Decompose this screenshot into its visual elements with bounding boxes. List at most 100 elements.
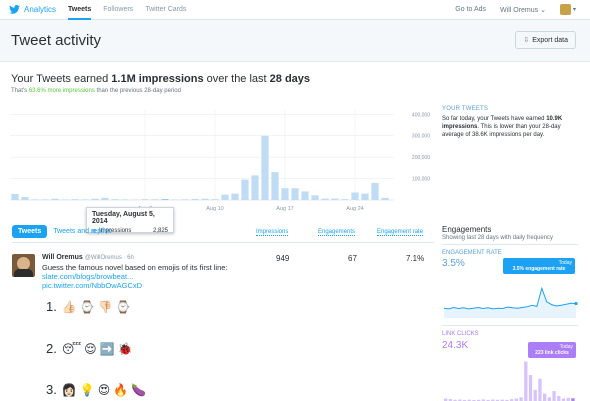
impression-bar[interactable] [361,193,369,200]
link-click-bar[interactable] [467,399,471,401]
sleeping-face-icon: 😴 [61,341,82,356]
go-to-ads-link[interactable]: Go to Ads [455,6,487,13]
tweet-pic-link[interactable]: pic.twitter.com/NbbOwAGCxD [42,281,143,290]
link-click-bar[interactable] [505,399,509,401]
tweet-author-name[interactable]: Will Oremus [42,254,83,261]
metric-divider [442,325,578,326]
link-click-bar[interactable] [462,399,467,401]
impression-bar[interactable] [31,199,39,200]
impression-bar[interactable] [201,198,209,200]
impression-bar[interactable] [61,199,69,200]
link-click-bar[interactable] [571,398,575,401]
impression-bar[interactable] [251,175,259,200]
link-click-bar[interactable] [538,378,542,401]
line-number: 3. [46,382,57,397]
impression-bar[interactable] [281,188,289,200]
impression-bar[interactable] [351,192,359,201]
impression-bar[interactable] [21,197,29,200]
link-click-bar[interactable] [514,398,519,401]
y-tick-label: 300,000 [412,134,430,140]
table-divider [12,242,434,243]
engagement-rate-sparkline[interactable] [442,280,578,320]
analytics-brand[interactable]: Analytics [9,5,56,14]
link-click-bar[interactable] [458,399,462,401]
link-click-bar[interactable] [444,398,448,401]
impression-bar[interactable] [321,198,329,201]
impression-bar[interactable] [311,195,319,200]
link-click-bar[interactable] [495,399,500,401]
tweet-link[interactable]: slate.com/blogs/browbeat... [42,272,134,281]
col-engagements[interactable]: Engagements [318,229,356,236]
impression-bar[interactable] [301,191,309,200]
heart-eyes-icon: 😍 [97,382,111,397]
impression-bar[interactable] [51,198,59,200]
chevron-down-icon[interactable]: ▾ [572,7,576,13]
tab-tweets-and-replies[interactable]: Tweets and replies [53,228,112,235]
tab-twitter-cards[interactable]: Twitter Cards [145,5,187,13]
impression-bar[interactable] [81,199,89,200]
link-click-bar[interactable] [524,361,528,401]
impression-bar[interactable] [111,199,119,200]
impression-bar[interactable] [191,198,199,200]
impression-bar[interactable] [341,199,349,200]
link-click-bar[interactable] [477,399,481,401]
impression-bar[interactable] [291,188,299,200]
link-click-bar[interactable] [481,399,486,401]
impression-bar[interactable] [151,199,159,200]
link-click-bar[interactable] [528,375,533,401]
impression-bar[interactable] [71,199,79,200]
legend-swatch [92,229,96,233]
impression-bar[interactable] [41,199,49,200]
link-clicks-bars[interactable] [442,355,578,401]
brand-label: Analytics [24,5,57,14]
impression-bar[interactable] [181,199,189,200]
emoji-line-2: 2. 😴 😌 ➡️ 🐞 [46,341,136,356]
tab-tweets-filter[interactable]: Tweets [12,225,48,238]
link-click-bar[interactable] [519,397,523,401]
link-click-bar[interactable] [448,399,453,401]
watch-icon: ⌚ [79,299,95,314]
export-data-button[interactable]: ⇩ Export data [515,31,576,49]
tab-followers[interactable]: Followers [103,5,134,13]
link-click-bar[interactable] [552,391,556,401]
your-tweets-suffix: . This is lower than your 28-day average… [442,124,561,138]
link-click-bar[interactable] [500,399,504,401]
col-impressions[interactable]: Impressions [256,229,289,236]
impression-bar[interactable] [211,199,219,200]
impression-bar[interactable] [271,172,279,200]
tweet-avatar[interactable] [12,254,35,277]
link-click-bar[interactable] [547,397,552,401]
user-avatar[interactable] [559,4,571,15]
impression-bar[interactable] [261,135,269,200]
impression-bar[interactable] [91,198,99,200]
impression-bar[interactable] [221,194,229,200]
impression-bar[interactable] [161,199,169,200]
col-engagement-rate[interactable]: Engagement rate [377,229,424,236]
impression-bar[interactable] [11,194,19,200]
impression-bar[interactable] [101,197,109,200]
user-menu[interactable]: Will Oremus ⌄ [500,6,546,14]
impression-bar[interactable] [121,199,129,200]
impression-bar[interactable] [381,197,389,200]
link-click-bar[interactable] [533,389,537,401]
link-click-bar[interactable] [543,393,547,401]
link-click-bar[interactable] [453,399,457,401]
page-title: Tweet activity [11,32,102,49]
impression-bar[interactable] [141,199,149,200]
impression-bar[interactable] [331,198,339,201]
link-click-bar[interactable] [566,397,570,401]
tooltip-date: Tuesday, August 5, 2014 [92,211,155,225]
link-click-bar[interactable] [557,396,561,401]
impression-bar[interactable] [371,182,379,200]
sparkline-line [443,286,577,310]
impression-bar[interactable] [231,193,239,200]
export-icon: ⇩ [523,37,530,44]
link-click-bar[interactable] [561,398,566,401]
tab-tweets[interactable]: Tweets [68,0,92,20]
link-click-bar[interactable] [491,399,495,401]
link-click-bar[interactable] [486,399,490,401]
link-click-bar[interactable] [510,399,514,401]
impression-bar[interactable] [241,179,249,200]
